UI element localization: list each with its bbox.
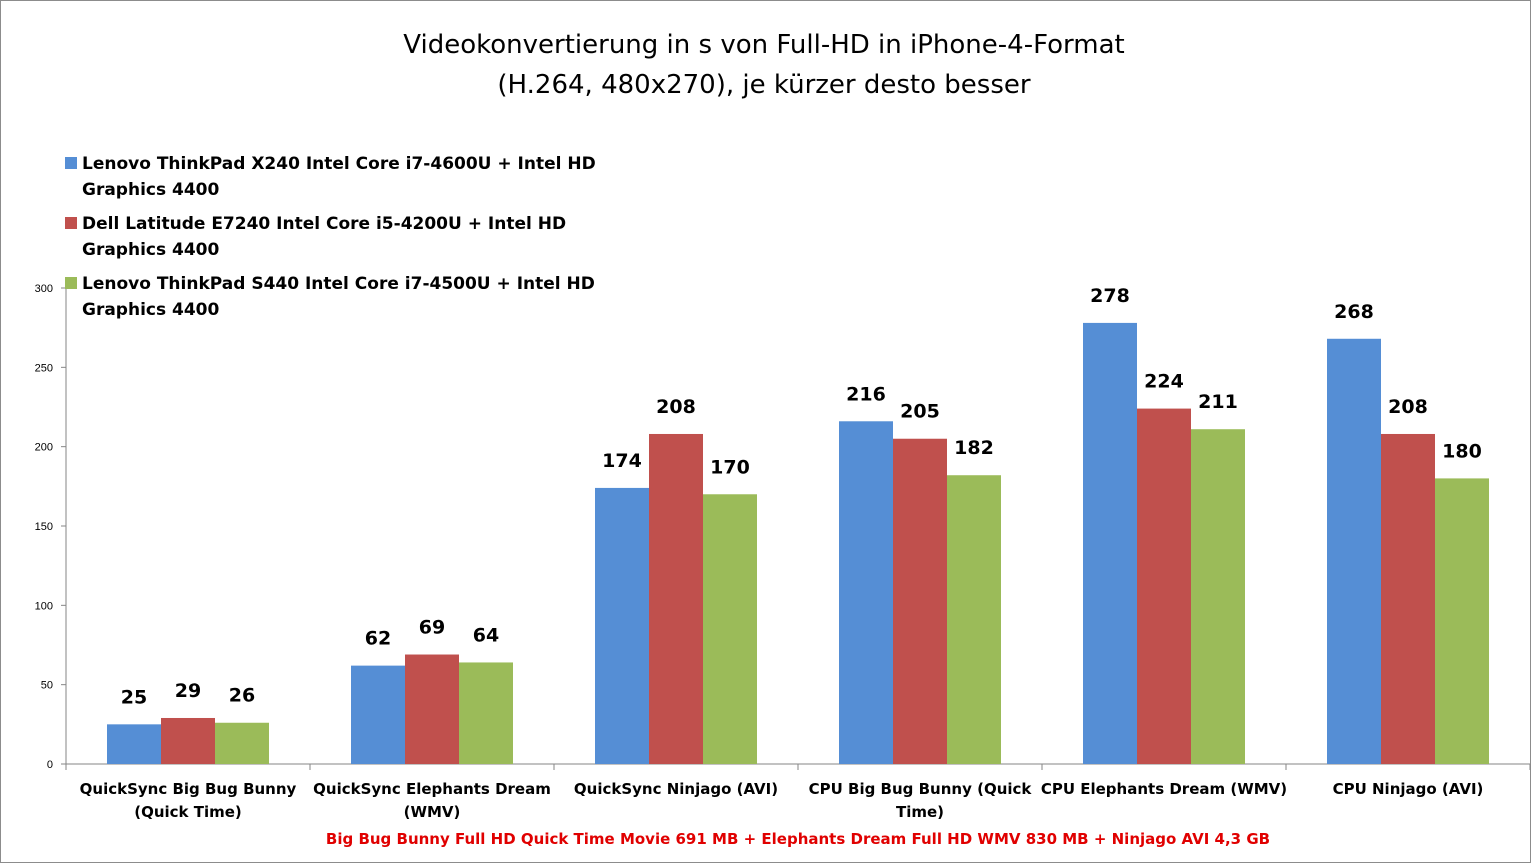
bar bbox=[459, 662, 513, 764]
legend-swatch bbox=[65, 277, 77, 289]
legend-label: Graphics 4400 bbox=[82, 240, 220, 260]
legend-label: Graphics 4400 bbox=[82, 300, 220, 320]
bar bbox=[1191, 429, 1245, 764]
y-tick-label: 300 bbox=[35, 283, 53, 295]
x-category-label: QuickSync Elephants Dream bbox=[313, 780, 551, 798]
bar bbox=[595, 487, 649, 764]
y-tick-label: 0 bbox=[47, 759, 53, 771]
data-label: 25 bbox=[121, 686, 147, 708]
y-tick-label: 200 bbox=[35, 442, 53, 454]
data-label: 180 bbox=[1442, 440, 1482, 462]
y-axis: 0 50 100 150 200 250 300 bbox=[35, 283, 1531, 771]
y-tick-label: 250 bbox=[35, 362, 53, 374]
data-label: 182 bbox=[954, 437, 994, 459]
x-axis-categories: QuickSync Big Bug Bunny (Quick Time) Quick… bbox=[80, 780, 1484, 821]
chart-title: Videokonvertierung in s von Full-HD in i… bbox=[403, 30, 1124, 100]
x-category-label: CPU Elephants Dream (WMV) bbox=[1041, 780, 1287, 798]
bar bbox=[703, 494, 757, 764]
data-label: 224 bbox=[1144, 371, 1184, 393]
data-label: 278 bbox=[1090, 285, 1130, 307]
bar bbox=[1435, 478, 1489, 764]
legend-swatch bbox=[65, 217, 77, 229]
data-label: 216 bbox=[846, 383, 886, 405]
data-label: 205 bbox=[900, 401, 940, 423]
data-label: 64 bbox=[473, 624, 499, 646]
bar bbox=[947, 475, 1001, 764]
data-labels: 25 29 26 62 69 64 174 208 170 216 205 182 278 224 211 2… bbox=[121, 285, 1482, 708]
bars bbox=[107, 322, 1489, 764]
bar bbox=[1137, 408, 1191, 764]
legend-label: Graphics 4400 bbox=[82, 180, 220, 200]
bar bbox=[161, 717, 215, 764]
data-label: 174 bbox=[602, 450, 642, 472]
x-category-label: QuickSync Ninjago (AVI) bbox=[574, 780, 778, 798]
data-label: 208 bbox=[656, 396, 696, 418]
data-label: 208 bbox=[1388, 396, 1428, 418]
bar bbox=[1327, 338, 1381, 764]
legend: Lenovo ThinkPad X240 Intel Core i7-4600U… bbox=[65, 154, 596, 320]
x-category-label: (WMV) bbox=[404, 803, 461, 821]
x-category-label: QuickSync Big Bug Bunny bbox=[80, 780, 297, 798]
legend-label: Lenovo ThinkPad S440 Intel Core i7-4500U… bbox=[82, 274, 595, 294]
data-label: 26 bbox=[229, 685, 255, 707]
bar bbox=[107, 724, 161, 764]
data-label: 69 bbox=[419, 617, 445, 639]
y-tick-label: 150 bbox=[35, 521, 53, 533]
bar bbox=[893, 438, 947, 764]
footnote-text: Big Bug Bunny Full HD Quick Time Movie 6… bbox=[326, 830, 1270, 848]
legend-swatch bbox=[65, 157, 77, 169]
x-category-label: (Quick Time) bbox=[134, 803, 242, 821]
data-label: 170 bbox=[710, 456, 750, 478]
bar bbox=[1083, 322, 1137, 764]
chart-title-line: Videokonvertierung in s von Full-HD in i… bbox=[403, 30, 1124, 60]
legend-label: Dell Latitude E7240 Intel Core i5-4200U … bbox=[82, 214, 566, 234]
bar bbox=[215, 722, 269, 764]
y-tick-label: 50 bbox=[41, 680, 53, 692]
legend-label: Lenovo ThinkPad X240 Intel Core i7-4600U… bbox=[82, 154, 596, 174]
bar bbox=[351, 665, 405, 764]
data-label: 268 bbox=[1334, 301, 1374, 323]
data-label: 29 bbox=[175, 680, 201, 702]
x-category-label: CPU Ninjago (AVI) bbox=[1333, 780, 1484, 798]
bar bbox=[1381, 433, 1435, 764]
data-label: 211 bbox=[1198, 391, 1238, 413]
x-category-label: CPU Big Bug Bunny (Quick bbox=[809, 780, 1033, 798]
bar bbox=[649, 433, 703, 764]
footnote: Big Bug Bunny Full HD Quick Time Movie 6… bbox=[326, 830, 1270, 848]
bar bbox=[839, 421, 893, 764]
chart-title-line: (H.264, 480x270), je kürzer desto besser bbox=[497, 70, 1030, 100]
data-label: 62 bbox=[365, 628, 391, 650]
x-category-label: Time) bbox=[896, 803, 944, 821]
bar bbox=[405, 654, 459, 764]
y-tick-label: 100 bbox=[35, 600, 53, 612]
